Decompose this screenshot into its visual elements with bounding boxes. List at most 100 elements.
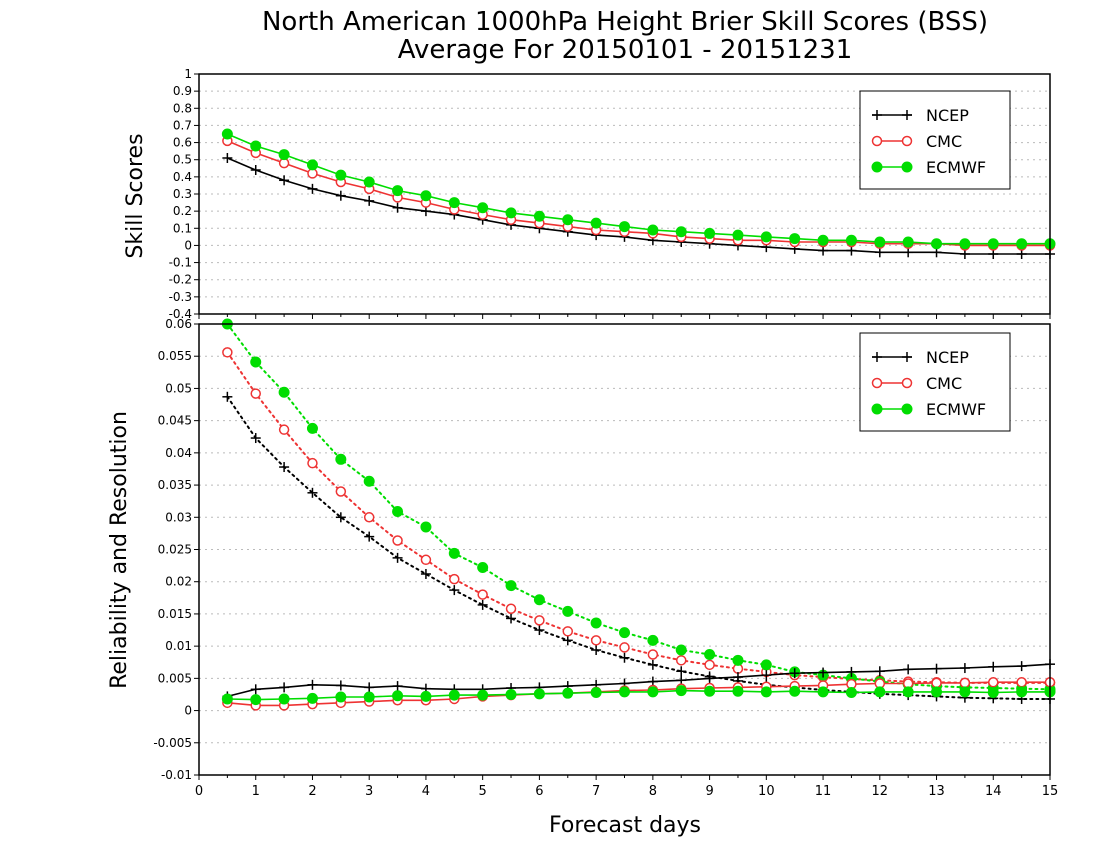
bottom-ncep-reliability-point bbox=[704, 673, 715, 684]
chart-title-line2: Average For 20150101 - 20151231 bbox=[398, 35, 853, 65]
bottom-ecmwf-reliability-point bbox=[477, 689, 489, 701]
bottom-ncep-reliability-point bbox=[307, 679, 318, 690]
x-tick-label: 4 bbox=[422, 784, 430, 799]
bottom-cmc-resolution-point bbox=[420, 554, 432, 566]
bottom-ecmwf-reliability-point bbox=[533, 688, 545, 700]
top-panel-y-axis-label: Skill Scores bbox=[123, 133, 148, 258]
bottom-y-tick-label: -0.01 bbox=[161, 768, 192, 782]
x-tick-label: 2 bbox=[308, 784, 316, 799]
bottom-y-tick-label: 0.01 bbox=[165, 639, 192, 653]
bottom-panel-y-axis-label: Reliability and Resolution bbox=[107, 411, 132, 689]
top-ecmwf-point bbox=[732, 229, 744, 241]
bottom-ncep-resolution-point bbox=[335, 512, 346, 523]
bottom-ncep-reliability-point bbox=[761, 670, 772, 681]
bottom-ncep-reliability-point bbox=[392, 681, 403, 692]
bottom-ecmwf-resolution-point bbox=[420, 521, 432, 533]
bottom-cmc-resolution-point bbox=[704, 659, 715, 671]
bottom-ecmwf-resolution-point bbox=[704, 649, 716, 661]
bottom-ecmwf-reliability-point bbox=[647, 686, 659, 698]
top-y-tick-label: 0.5 bbox=[173, 153, 192, 167]
top-plot-frame bbox=[198, 73, 1051, 315]
top-ecmwf-point bbox=[874, 236, 886, 248]
bottom-ecmwf-resolution-point bbox=[335, 453, 347, 465]
bottom-ncep-reliability-point bbox=[988, 661, 999, 672]
bottom-ecmwf-reliability-point bbox=[675, 685, 687, 697]
top-y-tick-label: 0.7 bbox=[173, 118, 192, 132]
top-y-tick-label: 0.4 bbox=[173, 170, 192, 184]
top-legend-marker-cmc bbox=[901, 135, 913, 147]
bottom-cmc-resolution-point bbox=[222, 347, 233, 358]
bottom-ncep-resolution-point bbox=[307, 487, 318, 498]
bottom-ncep-reliability-point bbox=[931, 663, 942, 674]
bottom-ecmwf-reliability-point bbox=[987, 687, 999, 699]
bottom-legend-label-cmc: CMC bbox=[926, 374, 962, 393]
bottom-ecmwf-resolution-point bbox=[477, 562, 489, 574]
bottom-ecmwf-resolution-point bbox=[505, 580, 517, 592]
x-tick-label: 8 bbox=[649, 784, 657, 799]
bottom-ncep-reliability-point bbox=[846, 666, 857, 677]
x-tick-label: 11 bbox=[815, 784, 832, 799]
bottom-cmc-resolution-point bbox=[392, 535, 403, 546]
bottom-ecmwf-resolution-point bbox=[278, 386, 290, 398]
bottom-legend-marker-ecmwf bbox=[871, 403, 883, 415]
top-ncep-point bbox=[335, 190, 346, 201]
top-ecmwf-point bbox=[306, 159, 318, 171]
bottom-plot-frame bbox=[198, 323, 1051, 776]
bottom-ecmwf-resolution-point bbox=[306, 422, 318, 434]
bottom-ecmwf-resolution-point bbox=[533, 594, 545, 606]
bottom-legend-label-ncep: NCEP bbox=[926, 348, 969, 367]
bottom-ecmwf-reliability-point bbox=[590, 687, 602, 699]
top-legend-marker-ncep bbox=[872, 110, 882, 120]
top-ecmwf-point bbox=[789, 233, 801, 245]
bottom-ncep-resolution-point bbox=[279, 462, 290, 473]
x-tick-label: 14 bbox=[985, 784, 1002, 799]
bottom-ncep-resolution-point bbox=[591, 645, 602, 656]
bottom-ecmwf-reliability-point bbox=[278, 693, 290, 705]
bottom-y-tick-label: 0 bbox=[184, 704, 192, 718]
bottom-y-tick-label: 0.03 bbox=[165, 510, 192, 524]
top-ncep-point bbox=[364, 195, 375, 206]
bottom-ncep-resolution-point bbox=[420, 568, 431, 579]
top-legend-label-ncep: NCEP bbox=[926, 106, 969, 125]
top-y-tick-label: -0.3 bbox=[169, 290, 192, 304]
top-legend-marker-ecmwf bbox=[871, 161, 883, 173]
bottom-ncep-reliability-point bbox=[1016, 661, 1027, 672]
bottom-cmc-reliability-point bbox=[988, 676, 999, 688]
top-y-tick-label: -0.1 bbox=[169, 256, 192, 270]
bottom-ecmwf-reliability-point bbox=[704, 685, 716, 697]
top-ecmwf-point bbox=[221, 128, 233, 140]
top-ecmwf-point bbox=[902, 236, 914, 248]
bottom-ncep-reliability-point bbox=[903, 664, 914, 675]
bottom-ecmwf-reliability-point bbox=[250, 694, 262, 706]
bottom-ecmwf-reliability-point bbox=[760, 686, 772, 698]
bottom-ecmwf-reliability-point bbox=[392, 690, 404, 702]
top-ecmwf-point bbox=[1016, 238, 1028, 250]
bottom-legend-marker-cmc bbox=[901, 377, 913, 389]
bottom-ncep-resolution-point bbox=[676, 666, 687, 677]
bottom-ncep-reliability-point bbox=[959, 663, 970, 674]
x-tick-label: 7 bbox=[592, 784, 600, 799]
top-y-tick-label: -0.2 bbox=[169, 273, 192, 287]
bottom-ecmwf-reliability-point bbox=[959, 686, 971, 698]
bottom-cmc-reliability-point bbox=[959, 677, 971, 689]
bottom-ecmwf-reliability-series-line bbox=[227, 689, 1050, 701]
top-ecmwf-point bbox=[845, 234, 857, 246]
bottom-ncep-reliability-point bbox=[818, 667, 829, 678]
bottom-ncep-resolution-point bbox=[562, 635, 573, 646]
top-y-tick-label: 0.1 bbox=[173, 221, 192, 235]
bottom-y-tick-label: 0.02 bbox=[165, 575, 192, 589]
top-ecmwf-point bbox=[278, 149, 290, 161]
top-ecmwf-point bbox=[647, 224, 659, 236]
top-legend: NCEP CMC ECMWF bbox=[859, 90, 1011, 190]
bottom-ecmwf-reliability-point bbox=[335, 691, 347, 703]
bottom-ecmwf-resolution-point bbox=[732, 654, 744, 666]
bottom-ecmwf-resolution-point bbox=[363, 475, 375, 487]
x-tick-label: 1 bbox=[252, 784, 260, 799]
top-legend-marker-cmc bbox=[871, 135, 883, 147]
bottom-ecmwf-reliability-point bbox=[931, 686, 943, 698]
top-y-tick-label: 0 bbox=[184, 238, 192, 252]
bottom-legend-marker-ecmwf bbox=[901, 403, 913, 415]
bottom-cmc-resolution-point bbox=[363, 512, 375, 523]
top-legend-label-ecmwf: ECMWF bbox=[926, 158, 986, 177]
